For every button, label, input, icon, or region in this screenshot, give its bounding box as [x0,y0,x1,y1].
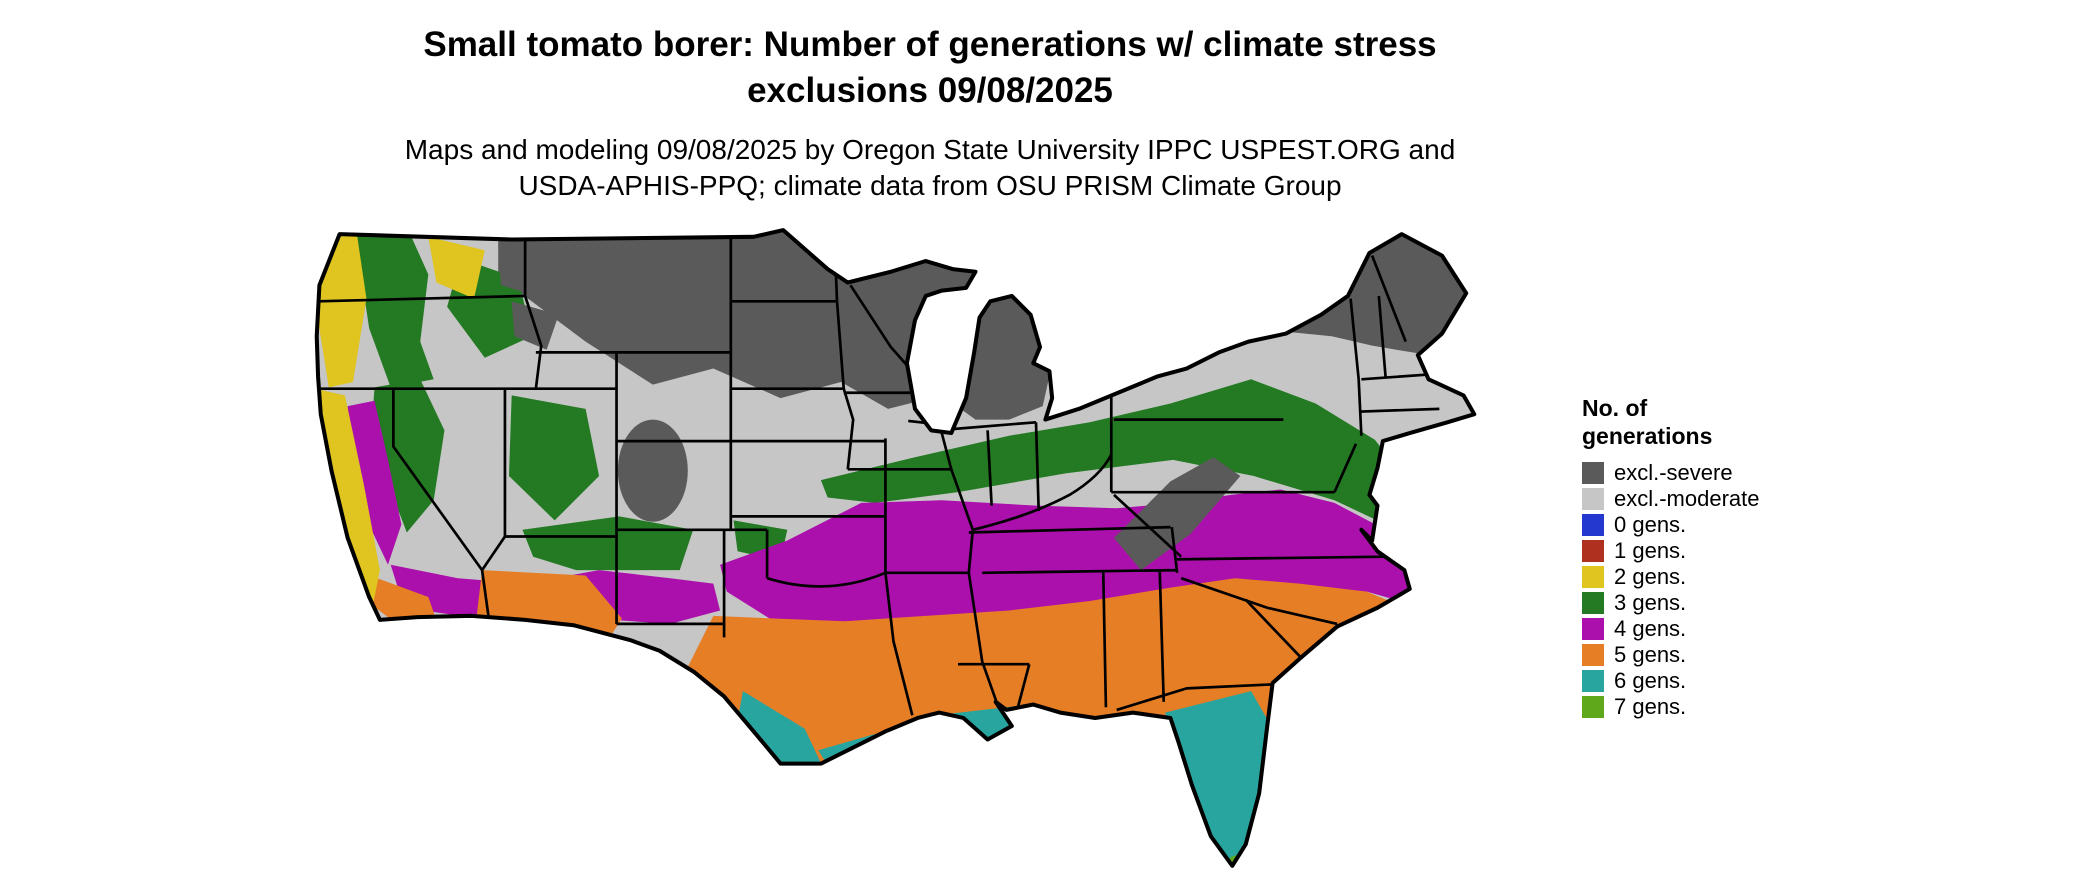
legend: No. of generations excl.-severe excl.-mo… [1582,394,1882,720]
legend-item-label: excl.-moderate [1614,486,1760,512]
legend-item: 2 gens. [1582,564,1882,590]
us-outline [314,228,1477,868]
map-title-line2: exclusions 09/08/2025 [747,71,1113,111]
legend-item-label: 5 gens. [1614,642,1687,668]
legend-item-label: 6 gens. [1614,668,1687,694]
region-excl-severe-north-idaho [498,244,546,296]
region-gens3-cascades [353,230,434,388]
legend-item-label: 7 gens. [1614,694,1687,720]
legend-item: 4 gens. [1582,616,1882,642]
legend-swatch-excl-severe [1582,462,1604,485]
map-credits-line2: USDA-APHIS-PPQ; climate data from OSU PR… [518,170,1342,202]
legend-item-label: 1 gens. [1614,538,1687,564]
map-credits: Maps and modeling 09/08/2025 by Oregon S… [0,132,1860,204]
legend-item: 6 gens. [1582,668,1882,694]
legend-item: 5 gens. [1582,642,1882,668]
legend-item-label: 2 gens. [1614,564,1687,590]
legend-item: 0 gens. [1582,512,1882,538]
region-gens2-california-coast [320,390,380,611]
us-map-svg [314,228,1477,868]
legend-swatch-5-gens [1582,644,1604,667]
legend-item: 7 gens. [1582,694,1882,720]
legend-item: excl.-moderate [1582,486,1882,512]
region-gens3-nevada-utah [508,395,600,521]
legend-swatch-0-gens [1582,514,1604,537]
legend-swatch-3-gens [1582,592,1604,615]
legend-swatch-2-gens [1582,566,1604,589]
legend-swatch-7-gens [1582,696,1604,719]
legend-items: excl.-severe excl.-moderate 0 gens. 1 ge… [1582,460,1882,720]
region-excl-severe-appalachians [1113,457,1241,571]
region-gens5-socal-coast [371,578,438,624]
legend-item: 3 gens. [1582,590,1882,616]
legend-swatch-excl-moderate [1582,488,1604,511]
us-generations-map [310,218,1520,890]
map-header: Small tomato borer: Number of generation… [0,22,1860,204]
legend-swatch-6-gens [1582,670,1604,693]
region-gens4-south-central-band [720,489,1418,624]
legend-item-label: 3 gens. [1614,590,1687,616]
legend-swatch-1-gens [1582,540,1604,563]
region-gens2-east-washington [428,236,485,299]
legend-item-label: 0 gens. [1614,512,1687,538]
legend-item-label: excl.-severe [1614,460,1733,486]
legend-item: excl.-severe [1582,460,1882,486]
map-credits-line1: Maps and modeling 09/08/2025 by Oregon S… [404,134,1456,166]
legend-title-line2: generations [1582,423,1713,450]
region-gens6-florida [1165,691,1273,866]
map-title-line1: Small tomato borer: Number of generation… [423,25,1437,64]
legend-swatch-4-gens [1582,618,1604,641]
region-gens3-central-east-band [820,379,1413,525]
legend-item: 1 gens. [1582,538,1882,564]
region-excl-severe-colorado-rockies [617,419,688,522]
region-gens4-california-valley [347,400,402,565]
legend-item-label: 4 gens. [1614,616,1687,642]
legend-title-line1: No. of [1582,395,1648,421]
